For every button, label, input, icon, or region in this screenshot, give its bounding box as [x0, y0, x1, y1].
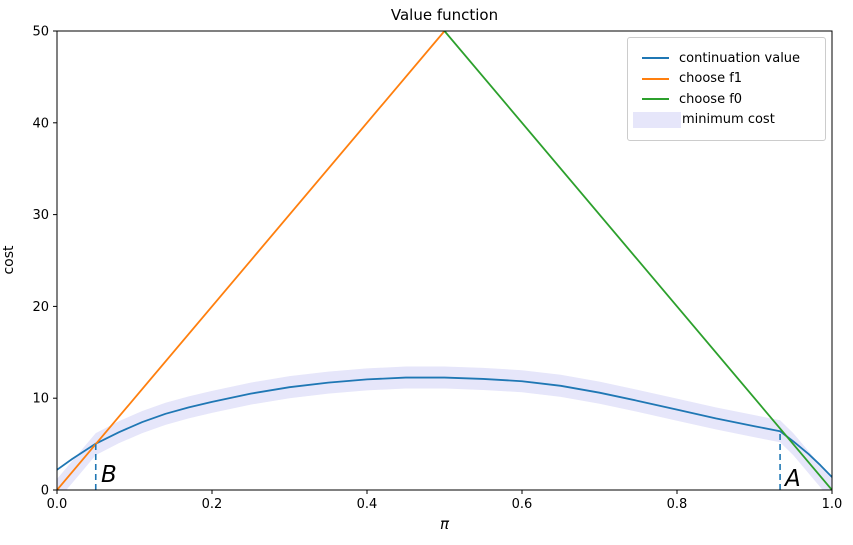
y-tick-label: 0 — [41, 484, 49, 499]
legend-item-label: choose f0 — [679, 91, 743, 107]
series-continuation-value — [57, 376, 832, 478]
legend-patch-swatch — [633, 111, 681, 128]
annotation-B: B — [101, 462, 117, 488]
x-tick-label: 0.4 — [357, 497, 378, 512]
legend-item-continuation-value: continuation value — [642, 48, 825, 69]
series-choose-f1 — [57, 31, 446, 490]
y-tick-label: 40 — [32, 116, 49, 131]
x-tick-label: 0.2 — [202, 497, 223, 512]
legend-line-swatch — [642, 57, 669, 60]
y-tick-label: 50 — [32, 25, 49, 40]
legend-item-minimum-cost: minimum cost — [633, 110, 825, 131]
x-tick-label: 0.0 — [47, 497, 68, 512]
x-tick-label: 0.8 — [667, 497, 688, 512]
legend-item-label: continuation value — [679, 50, 801, 66]
legend: continuation value choose f1 choose f0 m… — [627, 37, 826, 141]
annotation-A: A — [785, 466, 801, 492]
x-tick-label: 1.0 — [822, 497, 843, 512]
series-choose-f0 — [443, 31, 832, 490]
legend-item-choose-f0: choose f0 — [642, 89, 825, 110]
legend-line-swatch — [642, 77, 669, 80]
chart-title: Value function — [390, 6, 499, 24]
y-tick-label: 10 — [32, 392, 49, 407]
y-tick-label: 20 — [32, 300, 49, 315]
y-axis-label: cost — [1, 245, 17, 275]
legend-item-choose-f1: choose f1 — [642, 69, 825, 90]
x-tick-label: 0.6 — [512, 497, 533, 512]
x-axis-label: π — [439, 515, 450, 533]
legend-item-label: minimum cost — [682, 112, 775, 128]
legend-item-label: choose f1 — [679, 71, 743, 87]
axes-spines — [56, 30, 833, 491]
minimum-cost-band — [57, 366, 832, 490]
y-tick-label: 30 — [32, 208, 49, 223]
legend-line-swatch — [642, 98, 669, 101]
